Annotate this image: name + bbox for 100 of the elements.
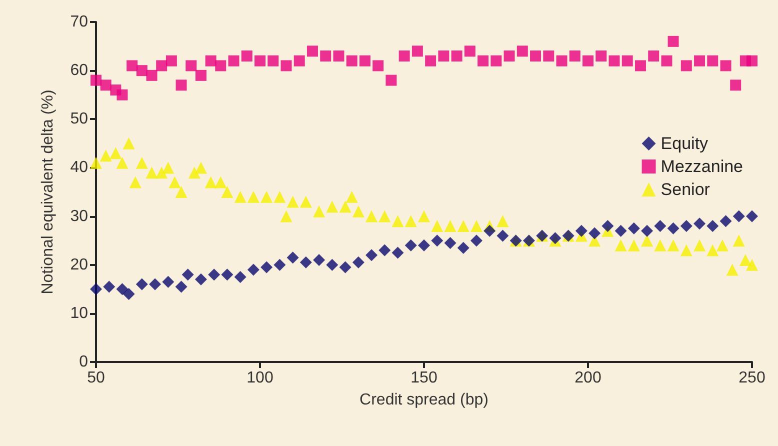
legend-label: Mezzanine: [660, 157, 744, 176]
point: [516, 46, 528, 57]
point: [286, 252, 299, 264]
point: [186, 60, 197, 72]
point: [444, 237, 456, 249]
point: [234, 271, 246, 283]
y-tick-label: 10: [70, 304, 88, 322]
point: [162, 276, 174, 288]
point: [614, 224, 627, 237]
point: [549, 232, 562, 244]
point: [228, 55, 240, 66]
point: [404, 239, 417, 252]
point: [208, 268, 220, 281]
point: [694, 55, 706, 66]
point: [320, 50, 332, 62]
point: [156, 60, 168, 72]
point: [136, 278, 148, 290]
point: [543, 50, 554, 62]
point: [746, 55, 758, 66]
point: [221, 268, 234, 281]
point: [386, 74, 397, 86]
y-tick-label: 20: [70, 256, 88, 274]
point: [569, 50, 580, 62]
point: [622, 55, 633, 66]
point: [654, 220, 666, 232]
point: [90, 74, 102, 86]
point: [706, 220, 719, 232]
point: [146, 70, 158, 81]
point: [366, 249, 378, 262]
point: [668, 36, 679, 47]
point: [746, 210, 758, 222]
legend-label: Equity: [660, 134, 709, 153]
x-tick-label: 250: [738, 370, 766, 386]
point: [136, 65, 148, 76]
point: [451, 50, 462, 62]
x-tick-label: 150: [410, 370, 438, 386]
legend-label: Senior: [660, 180, 710, 199]
point: [556, 55, 568, 66]
point: [359, 55, 370, 66]
x-tick-label: 100: [246, 370, 274, 386]
point: [195, 70, 206, 81]
point: [274, 258, 286, 271]
point: [608, 55, 620, 66]
point: [100, 80, 112, 91]
point: [215, 60, 226, 72]
point: [126, 60, 138, 72]
point: [352, 256, 364, 268]
point: [707, 55, 718, 66]
point: [732, 210, 745, 222]
point: [720, 215, 732, 228]
point: [730, 80, 742, 91]
point: [176, 80, 187, 91]
point: [175, 280, 188, 293]
x-axis-title: Credit spread (bp): [360, 392, 488, 408]
point: [326, 258, 338, 271]
x-tick-label: 200: [574, 370, 602, 386]
point: [392, 246, 404, 259]
point: [260, 261, 273, 274]
point: [90, 283, 102, 296]
point: [680, 220, 692, 232]
point: [496, 230, 509, 242]
point: [346, 55, 358, 66]
point: [504, 50, 515, 62]
point: [280, 60, 292, 72]
y-axis-title: Notional equivalent delta (%): [40, 90, 56, 294]
point: [484, 224, 496, 237]
point: [372, 60, 384, 72]
point: [247, 264, 260, 276]
point: [378, 244, 391, 256]
point: [634, 60, 646, 72]
point: [490, 55, 502, 66]
point: [478, 55, 489, 66]
point: [412, 46, 423, 57]
point: [306, 46, 318, 57]
point: [241, 50, 252, 62]
point: [582, 55, 594, 66]
x-tick-label: 50: [87, 370, 105, 386]
point: [313, 254, 326, 266]
y-tick-label: 50: [70, 110, 88, 128]
y-tick-label: 60: [70, 62, 88, 80]
point: [628, 222, 640, 234]
y-tick-label: 0: [79, 354, 88, 370]
point: [194, 273, 207, 286]
point: [438, 50, 450, 62]
point: [182, 268, 194, 281]
point: [122, 288, 135, 300]
point: [425, 55, 436, 66]
point: [116, 89, 128, 100]
point: [667, 222, 680, 234]
y-tick-label: 30: [70, 208, 88, 225]
point: [680, 60, 692, 72]
point: [457, 242, 470, 254]
point: [300, 256, 312, 268]
point: [116, 283, 128, 296]
point: [470, 234, 482, 247]
point: [149, 278, 162, 290]
point: [254, 55, 266, 66]
point: [431, 234, 444, 247]
point: [720, 60, 732, 72]
point: [333, 50, 344, 62]
